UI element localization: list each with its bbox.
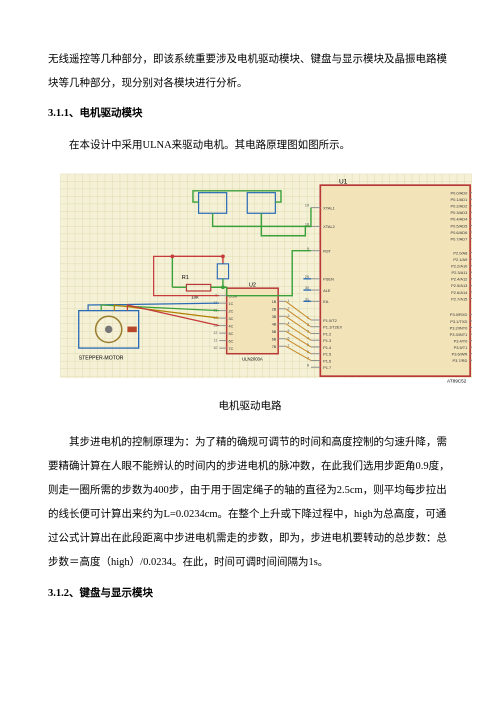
svg-text:P0.7/AD7: P0.7/AD7 — [451, 236, 468, 241]
svg-text:8: 8 — [307, 363, 309, 367]
svg-text:PSEN: PSEN — [323, 276, 334, 281]
svg-text:XTAL1: XTAL1 — [323, 205, 335, 210]
svg-text:6B: 6B — [272, 337, 277, 341]
svg-text:2B: 2B — [272, 307, 277, 311]
svg-text:P1.1/T2EX: P1.1/T2EX — [323, 324, 342, 329]
heading-311: 3.1.1、电机驱动模块 — [48, 102, 452, 126]
svg-text:P1.2: P1.2 — [323, 331, 331, 336]
svg-text:4B: 4B — [272, 322, 277, 326]
svg-text:5B: 5B — [272, 330, 277, 334]
svg-text:P3.2/INT0: P3.2/INT0 — [450, 325, 468, 330]
svg-text:XTAL2: XTAL2 — [323, 224, 335, 229]
svg-text:P3.6/WR: P3.6/WR — [452, 351, 468, 356]
svg-text:U2: U2 — [249, 282, 256, 288]
svg-text:P3.7/RD: P3.7/RD — [452, 358, 467, 363]
svg-text:ULN2003A: ULN2003A — [242, 356, 263, 361]
para-311-a: 在本设计中采用ULNA来驱动电机。其电路原理图如图所示。 — [48, 134, 452, 158]
svg-text:2C: 2C — [229, 309, 234, 313]
svg-text:AT89C52: AT89C52 — [447, 378, 467, 383]
svg-text:6C: 6C — [229, 339, 234, 343]
svg-text:STEPPER-MOTOR: STEPPER-MOTOR — [79, 355, 124, 361]
svg-text:P2.6/A14: P2.6/A14 — [451, 289, 468, 294]
svg-text:P3.0/RXD: P3.0/RXD — [450, 312, 468, 317]
svg-text:P1.5: P1.5 — [323, 351, 332, 356]
svg-text:3C: 3C — [229, 317, 234, 321]
para-311-b: 其步进电机的控制原理为：为了精的确规可调节的时间和高度控制的匀速升降，需要精确计… — [48, 431, 452, 576]
svg-text:P3.3/INT1: P3.3/INT1 — [450, 331, 468, 336]
svg-text:7C: 7C — [229, 347, 234, 351]
svg-text:P2.5/A13: P2.5/A13 — [451, 283, 468, 288]
svg-text:P2.0/A8: P2.0/A8 — [453, 250, 468, 255]
svg-text:P1.3: P1.3 — [323, 338, 332, 343]
svg-text:10: 10 — [213, 346, 217, 350]
svg-text:P2.2/A10: P2.2/A10 — [451, 263, 468, 268]
svg-text:P2.4/A12: P2.4/A12 — [451, 276, 467, 281]
svg-text:EA: EA — [323, 299, 329, 304]
heading-312: 3.1.2、键盘与显示模块 — [48, 582, 452, 606]
svg-text:P0.1/AD1: P0.1/AD1 — [451, 197, 468, 202]
svg-text:P2.3/A11: P2.3/A11 — [451, 270, 467, 275]
svg-text:P2.7/A15: P2.7/A15 — [451, 296, 468, 301]
svg-text:P3.5/T1: P3.5/T1 — [454, 345, 468, 350]
svg-text:P1.4: P1.4 — [323, 344, 332, 349]
svg-text:P3.4/T0: P3.4/T0 — [454, 338, 469, 343]
svg-text:R1: R1 — [182, 274, 189, 280]
svg-text:P0.2/AD2: P0.2/AD2 — [451, 203, 468, 208]
svg-text:P3.1/TXD: P3.1/TXD — [450, 318, 467, 323]
svg-text:1C: 1C — [229, 302, 234, 306]
intro-paragraph: 无线遥控等几种部分，即该系统重要涉及电机驱动模块、键盘与显示模块及晶振电路模块等… — [48, 48, 452, 96]
svg-text:P2.1/A9: P2.1/A9 — [453, 257, 467, 262]
svg-text:19: 19 — [305, 203, 309, 207]
svg-text:P0.6/AD6: P0.6/AD6 — [451, 229, 469, 234]
svg-text:P0.4/AD4: P0.4/AD4 — [451, 216, 469, 221]
svg-text:3B: 3B — [272, 315, 277, 319]
svg-text:4C: 4C — [229, 324, 234, 328]
svg-text:P0.5/AD5: P0.5/AD5 — [451, 223, 469, 228]
svg-text:U1: U1 — [339, 178, 348, 185]
svg-text:P1.0/T2: P1.0/T2 — [323, 317, 337, 322]
svg-text:RST: RST — [323, 248, 331, 253]
circuit-diagram: U1AT89C52XTAL119XTAL218RST9PSEN29ALE30EA… — [48, 167, 472, 385]
svg-text:P1.6: P1.6 — [323, 358, 332, 363]
circuit-caption: 电机驱动电路 — [48, 395, 452, 419]
circuit-svg: U1AT89C52XTAL119XTAL218RST9PSEN29ALE30EA… — [60, 167, 472, 385]
svg-text:P1.7: P1.7 — [323, 365, 331, 370]
svg-text:11: 11 — [214, 338, 218, 342]
svg-text:1B: 1B — [272, 300, 277, 304]
svg-text:ALE: ALE — [323, 287, 331, 292]
svg-text:7B: 7B — [272, 345, 277, 349]
svg-text:12: 12 — [213, 331, 217, 335]
svg-text:5C: 5C — [229, 332, 234, 336]
document-page: 无线遥控等几种部分，即该系统重要涉及电机驱动模块、键盘与显示模块及晶振电路模块等… — [0, 0, 500, 708]
svg-text:P0.0/AD0: P0.0/AD0 — [451, 190, 469, 195]
svg-text:P0.3/AD3: P0.3/AD3 — [451, 210, 469, 215]
